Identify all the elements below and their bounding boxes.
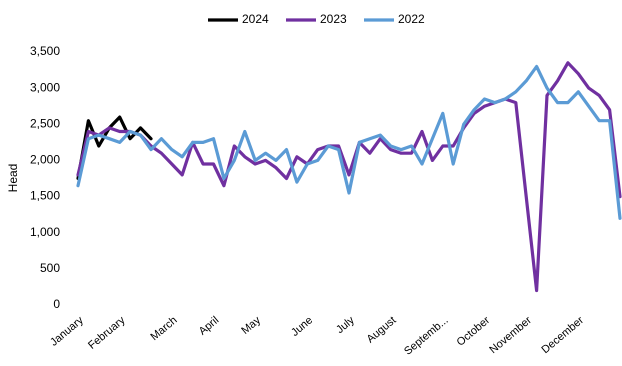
y-tick-label: 1,000 (30, 225, 60, 239)
x-tick-label: October (455, 314, 493, 349)
x-tick-label: March (148, 314, 179, 343)
x-tick-label: August (365, 314, 399, 345)
y-tick-label: 2,500 (30, 116, 60, 130)
y-tick-label: 500 (40, 261, 60, 275)
y-tick-label: 0 (53, 297, 60, 311)
legend-label: 2022 (398, 12, 425, 26)
y-tick-label: 3,500 (30, 44, 60, 58)
series-line (76, 115, 153, 181)
x-tick-label: December (540, 314, 587, 356)
x-tick-label: April (197, 314, 222, 337)
x-tick-label: June (289, 314, 315, 339)
y-tick-label: 1,500 (30, 189, 60, 203)
x-tick-label: February (86, 314, 128, 352)
legend-label: 2023 (320, 12, 347, 26)
x-tick-label: Septemb... (402, 314, 450, 357)
y-axis-label: Head (6, 164, 20, 193)
series-line (76, 61, 622, 293)
x-tick-label: November (487, 314, 534, 356)
x-tick-label: January (48, 314, 86, 349)
y-tick-label: 2,000 (30, 153, 60, 167)
legend-label: 2024 (242, 12, 269, 26)
x-tick-label: May (239, 314, 263, 337)
x-tick-label: July (334, 314, 357, 336)
series-line (76, 64, 622, 220)
y-tick-label: 3,000 (30, 80, 60, 94)
